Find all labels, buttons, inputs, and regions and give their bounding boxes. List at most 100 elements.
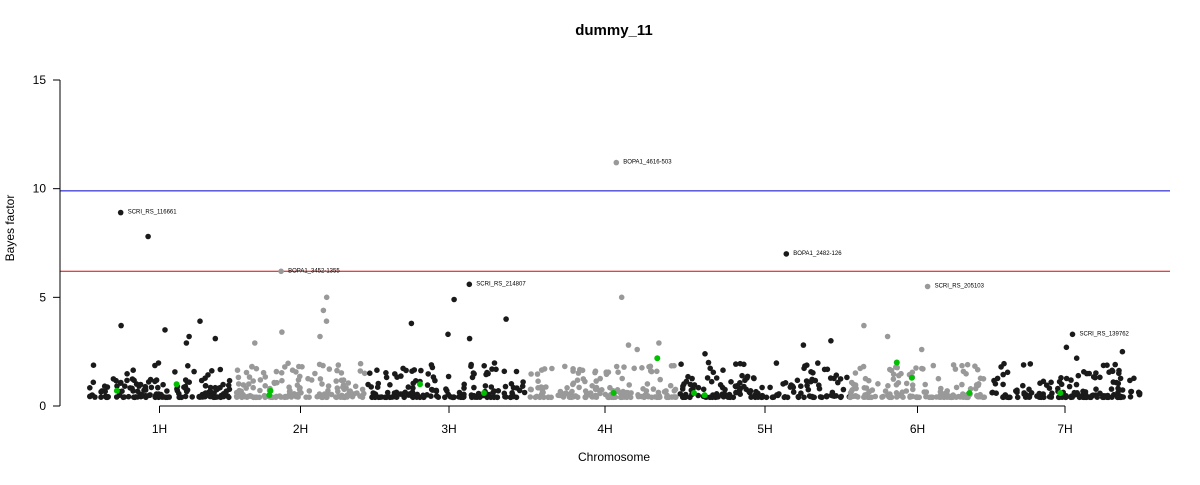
- snp-point: [681, 381, 687, 387]
- snp-point: [243, 369, 250, 376]
- snp-point: [695, 392, 701, 399]
- snp-point: [1086, 370, 1092, 377]
- snp-point-notable: [408, 320, 415, 327]
- snp-point: [1037, 380, 1043, 387]
- snp-point: [1005, 394, 1012, 401]
- snp-point: [921, 389, 927, 395]
- snp-point: [352, 383, 359, 390]
- snp-point: [790, 389, 797, 395]
- snp-point: [214, 394, 220, 400]
- snp-point: [445, 373, 452, 380]
- snp-point-highlighted: [113, 387, 120, 394]
- snp-point: [592, 369, 598, 376]
- snp-point: [887, 394, 894, 400]
- x-tick-label: 4H: [597, 422, 612, 436]
- snp-point: [470, 370, 477, 376]
- snp-point-highlighted: [966, 390, 973, 396]
- snp-point: [566, 394, 573, 401]
- snp-point-notable: [828, 338, 834, 344]
- snp-point: [580, 376, 587, 382]
- threshold-lines: [60, 190, 1170, 272]
- snp-point: [810, 370, 816, 376]
- snp-point: [823, 393, 830, 400]
- snp-point: [90, 362, 97, 369]
- snp-point-notable: [625, 342, 632, 348]
- snp-point: [299, 364, 305, 370]
- snp-point: [468, 361, 475, 368]
- snp-point: [591, 394, 597, 400]
- snp-point: [368, 384, 375, 390]
- snp-point-highlighted: [266, 392, 273, 399]
- snp-point: [806, 393, 813, 399]
- snp-point: [689, 375, 695, 382]
- snp-point: [124, 371, 130, 377]
- snp-point: [246, 374, 253, 380]
- snp-point: [1136, 390, 1143, 397]
- snp-point: [1000, 394, 1006, 401]
- snp-point: [964, 361, 971, 368]
- snp-point: [657, 376, 663, 383]
- snp-point: [387, 382, 393, 388]
- snp-point: [410, 380, 417, 387]
- snp-point: [428, 393, 434, 400]
- snp-point: [733, 361, 739, 367]
- snp-point: [411, 367, 418, 373]
- snp-point: [752, 394, 759, 401]
- snp-point: [250, 384, 256, 391]
- snp-point: [974, 392, 980, 399]
- snp-point: [383, 394, 390, 401]
- snp-point: [393, 394, 400, 401]
- snp-point: [242, 393, 248, 400]
- x-tick-label: 2H: [293, 422, 308, 436]
- snp-point: [405, 384, 412, 390]
- snp-point-notable: [861, 322, 867, 329]
- snp-point: [469, 374, 476, 381]
- snp-point: [132, 394, 138, 401]
- snp-point: [730, 394, 737, 401]
- snp-point: [296, 386, 303, 393]
- snp-point: [461, 385, 467, 391]
- snp-point: [751, 375, 757, 382]
- snp-point-highlighted: [173, 381, 180, 388]
- snp-point: [114, 383, 120, 389]
- snp-point-notable: [323, 294, 330, 301]
- snp-point: [316, 361, 323, 368]
- snp-point: [456, 389, 463, 396]
- snp-point: [507, 394, 514, 401]
- snp-point: [249, 364, 255, 370]
- snp-point: [973, 382, 980, 388]
- snp-point-highlighted: [908, 374, 915, 381]
- snp-point: [121, 394, 127, 400]
- snp-point: [295, 391, 301, 398]
- snp-point: [503, 394, 509, 400]
- snp-point: [903, 380, 910, 387]
- y-axis-label: Bayes factor: [3, 195, 17, 262]
- snp-point: [1063, 394, 1069, 401]
- snp-point: [185, 363, 191, 369]
- snp-point: [933, 394, 940, 400]
- snp-point: [110, 376, 117, 382]
- snp-point: [543, 384, 549, 390]
- snp-point: [414, 391, 421, 398]
- snp-point: [576, 384, 582, 391]
- snp-point-notable: [800, 342, 807, 348]
- snp-point: [374, 384, 381, 391]
- snp-point: [1066, 383, 1073, 390]
- snp-point: [122, 383, 128, 390]
- snp-point: [491, 388, 497, 394]
- snp-point: [501, 368, 508, 375]
- snp-point: [383, 370, 389, 376]
- snp-point: [704, 375, 711, 381]
- snp-point: [142, 387, 149, 393]
- snp-point: [563, 390, 569, 396]
- snp-point: [821, 366, 828, 373]
- snp-point: [209, 368, 215, 374]
- x-tick-label: 3H: [441, 422, 456, 436]
- snp-point: [442, 394, 448, 401]
- snp-point: [319, 394, 326, 401]
- snp-point: [725, 394, 731, 401]
- snp-point: [102, 388, 108, 395]
- snp-point: [357, 360, 364, 367]
- snp-point: [953, 384, 960, 391]
